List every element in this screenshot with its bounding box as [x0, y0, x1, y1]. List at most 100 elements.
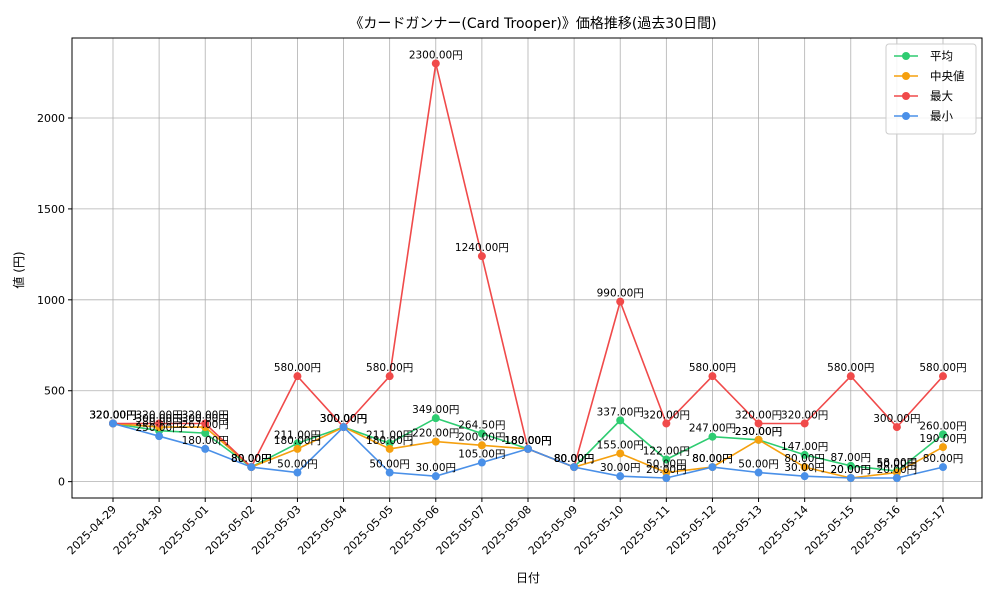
data-label: 20.00円	[877, 464, 918, 476]
data-point	[846, 474, 855, 482]
data-label: 20.00円	[646, 464, 687, 476]
data-label: 300.00円	[320, 413, 367, 425]
data-label: 267.00円	[182, 419, 229, 431]
data-label: 180.00円	[366, 435, 413, 447]
data-label: 580.00円	[919, 362, 966, 374]
data-point	[201, 444, 210, 453]
legend-entry: 中央値	[930, 69, 965, 83]
legend-swatch-marker	[902, 112, 910, 120]
data-point	[616, 416, 625, 425]
data-point	[616, 297, 625, 306]
data-point	[662, 419, 671, 428]
data-point	[385, 468, 394, 477]
data-point	[247, 463, 256, 472]
data-label: 320.00円	[182, 409, 229, 421]
data-label: 80.00円	[231, 453, 272, 465]
data-point	[800, 450, 809, 459]
data-label: 80.00円	[692, 453, 733, 465]
data-point	[939, 443, 947, 452]
data-point	[662, 455, 671, 464]
data-label: 180.00円	[182, 435, 229, 447]
data-label: 80.00円	[554, 453, 595, 465]
legend-swatch-marker	[902, 92, 910, 100]
data-point	[708, 372, 717, 381]
data-label: 220.00円	[412, 428, 459, 440]
series-layer	[109, 59, 947, 482]
data-label: 50.00円	[277, 459, 318, 471]
data-label: 30.00円	[784, 462, 825, 474]
data-point	[109, 419, 117, 428]
data-label: 180.00円	[504, 435, 551, 447]
data-labels: 320.00円280.00円267.00円80.00円211.00円300.00…	[89, 49, 966, 476]
data-label: 30.00円	[415, 462, 456, 474]
data-label: 580.00円	[689, 362, 736, 374]
series-4	[109, 419, 947, 482]
legend-swatch-marker	[902, 52, 910, 60]
data-label: 337.00円	[597, 406, 644, 418]
data-label: 260.00円	[919, 420, 966, 432]
data-label: 250.00円	[135, 422, 182, 434]
legend-entry: 最大	[930, 89, 953, 103]
data-label: 30.00円	[600, 462, 641, 474]
y-tick-label: 1000	[37, 294, 65, 307]
data-label: 230.00円	[735, 426, 782, 438]
data-label: 264.50円	[458, 420, 505, 432]
data-point	[477, 252, 486, 261]
data-point	[477, 441, 486, 450]
data-label: 122.00円	[643, 445, 690, 457]
chart-title: 《カードガンナー(Card Trooper)》価格推移(過去30日間)	[349, 16, 716, 32]
data-label: 80.00円	[554, 453, 595, 465]
data-label: 80.00円	[231, 453, 272, 465]
data-point	[708, 463, 717, 472]
data-point	[431, 59, 440, 68]
data-point	[939, 372, 947, 381]
data-point	[477, 429, 486, 438]
data-point	[570, 463, 579, 472]
data-point	[293, 444, 302, 453]
legend-entry: 最小	[930, 109, 953, 123]
data-label: 80.00円	[231, 453, 272, 465]
data-label: 580.00円	[827, 362, 874, 374]
data-label: 320.00円	[89, 409, 136, 421]
data-label: 580.00円	[274, 362, 321, 374]
y-tick-label: 0	[58, 476, 65, 489]
data-label: 211.00円	[274, 429, 321, 441]
data-point	[662, 474, 671, 482]
data-label: 300.00円	[320, 413, 367, 425]
data-label: 990.00円	[597, 288, 644, 300]
data-label: 50.00円	[646, 459, 687, 471]
data-point	[800, 419, 809, 428]
data-label: 320.00円	[643, 409, 690, 421]
data-point	[939, 430, 947, 439]
data-point	[892, 474, 901, 482]
data-point	[846, 461, 855, 470]
data-label: 155.00円	[597, 439, 644, 451]
data-label: 20.00円	[830, 464, 871, 476]
data-label: 300.00円	[320, 413, 367, 425]
data-label: 320.00円	[781, 409, 828, 421]
y-axis-ticks: 0 500 1000 1500 2000	[37, 112, 72, 489]
data-point	[431, 414, 440, 423]
data-label: 320.00円	[89, 409, 136, 421]
data-label: 300.00円	[182, 413, 229, 425]
data-point	[616, 472, 625, 481]
y-axis-label: 値 (円)	[11, 251, 26, 288]
data-label: 180.00円	[504, 435, 551, 447]
data-point	[201, 429, 210, 438]
data-point	[293, 439, 302, 448]
data-label: 580.00円	[366, 362, 413, 374]
data-label: 320.00円	[89, 409, 136, 421]
data-label: 300.00円	[873, 413, 920, 425]
y-tick-label: 2000	[37, 112, 65, 125]
data-label: 50.00円	[369, 459, 410, 471]
data-point	[800, 472, 809, 481]
data-point	[892, 423, 901, 432]
data-label: 50.00円	[877, 459, 918, 471]
data-point	[754, 468, 763, 477]
data-label: 80.00円	[692, 453, 733, 465]
y-tick-label: 1500	[37, 203, 65, 216]
y-tick-label: 500	[44, 385, 65, 398]
legend-entry: 平均	[930, 49, 953, 63]
